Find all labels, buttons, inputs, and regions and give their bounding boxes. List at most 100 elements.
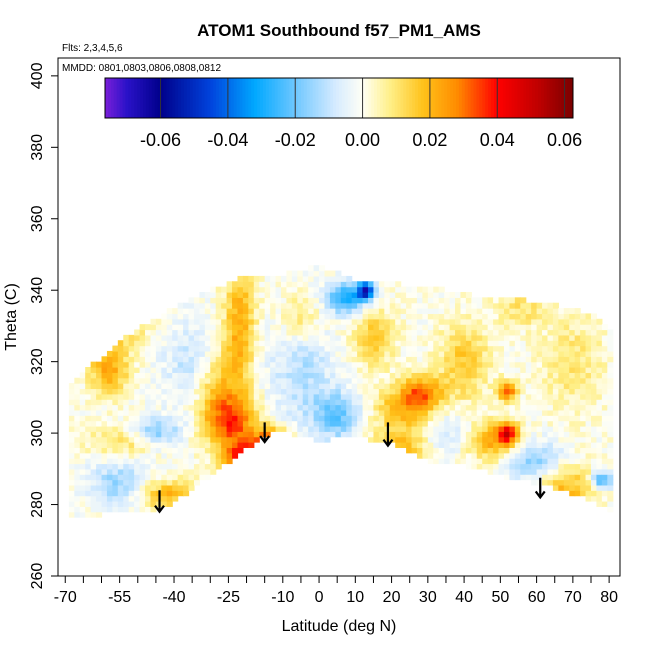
heatmap-cell (368, 291, 375, 298)
heatmap-cell (607, 490, 614, 497)
heatmap-cell (433, 329, 440, 336)
heatmap-cell (123, 484, 130, 491)
heatmap-cell (308, 281, 315, 288)
heatmap-cell (101, 468, 108, 475)
heatmap-cell (199, 474, 206, 481)
heatmap-cell (498, 361, 505, 368)
heatmap-cell (112, 442, 119, 448)
heatmap-cell (373, 313, 380, 320)
heatmap-cell (79, 415, 86, 422)
heatmap-cell (525, 367, 532, 373)
heatmap-cell (172, 324, 179, 331)
heatmap-cell (172, 458, 179, 465)
heatmap-cell (384, 286, 391, 293)
heatmap-cell (145, 361, 152, 368)
heatmap-cell (259, 275, 266, 282)
heatmap-cell (275, 286, 282, 293)
heatmap-cell (259, 377, 266, 384)
y-axis-label: Theta (C) (3, 283, 20, 351)
heatmap-cell (183, 340, 190, 347)
heatmap-cell (313, 399, 320, 406)
heatmap-cell (123, 361, 130, 368)
heatmap-cell (340, 367, 347, 373)
heatmap-cell (590, 468, 598, 475)
heatmap-cell (607, 495, 614, 502)
colorbar-swatch (312, 78, 317, 118)
heatmap-cell (275, 350, 282, 357)
heatmap-cell (542, 399, 549, 406)
heatmap-cell (607, 367, 614, 373)
heatmap-cell (493, 431, 500, 438)
heatmap-cell (422, 324, 429, 331)
heatmap-cell (193, 420, 201, 427)
heatmap-cell (596, 340, 603, 347)
heatmap-cell (525, 324, 532, 331)
heatmap-cell (128, 506, 135, 513)
heatmap-cell (498, 340, 505, 347)
heatmap-cell (270, 372, 277, 379)
heatmap-cell (123, 479, 130, 486)
heatmap-cell (340, 286, 347, 293)
heatmap-cell (503, 409, 511, 416)
heatmap-cell (145, 383, 152, 390)
heatmap-cell (455, 334, 462, 341)
heatmap-cell (232, 308, 239, 315)
heatmap-cell (455, 442, 462, 448)
heatmap-cell (161, 436, 168, 443)
heatmap-cell (204, 463, 211, 470)
heatmap-cell (574, 393, 581, 400)
heatmap-cell (106, 367, 113, 373)
heatmap-cell (79, 506, 86, 513)
heatmap-cell (329, 297, 336, 304)
heatmap-cell (270, 291, 277, 298)
heatmap-cell (509, 431, 516, 438)
heatmap-cell (259, 420, 266, 427)
heatmap-cell (438, 452, 445, 459)
heatmap-cell (536, 324, 543, 331)
heatmap-cell (607, 436, 614, 443)
heatmap-cell (68, 490, 75, 497)
heatmap-cell (259, 345, 266, 352)
heatmap-cell (112, 468, 119, 475)
heatmap-cell (128, 458, 135, 465)
heatmap-cell (123, 500, 130, 507)
heatmap-cell (302, 393, 309, 400)
heatmap-cell (476, 399, 483, 406)
heatmap-cell (204, 409, 211, 416)
heatmap-cell (183, 383, 190, 390)
heatmap-cell (346, 388, 353, 395)
heatmap-cell (275, 388, 282, 395)
heatmap-cell (503, 340, 511, 347)
heatmap-cell (438, 302, 445, 309)
heatmap-cell (123, 436, 130, 443)
heatmap-cell (101, 420, 108, 427)
heatmap-cell (210, 345, 217, 352)
heatmap-cell (514, 383, 521, 390)
heatmap-cell (134, 415, 141, 422)
heatmap-cell (155, 334, 162, 341)
heatmap-cell (395, 409, 402, 416)
heatmap-cell (422, 425, 429, 432)
heatmap-cell (438, 409, 445, 416)
heatmap-cell (286, 286, 293, 293)
heatmap-cell (514, 313, 521, 320)
heatmap-cell (215, 431, 222, 438)
heatmap-cell (145, 506, 152, 513)
heatmap-cell (601, 340, 608, 347)
colorbar-tick-label: 0.04 (480, 130, 515, 150)
heatmap-cell (161, 334, 168, 341)
heatmap-cell (161, 490, 168, 497)
heatmap-cell (253, 329, 260, 336)
heatmap-cell (351, 399, 358, 406)
heatmap-cell (509, 324, 516, 331)
colorbar-swatch (476, 78, 480, 118)
heatmap-cell (319, 313, 326, 320)
heatmap-cell (112, 377, 119, 384)
heatmap-cell (460, 345, 467, 352)
heatmap-cell (471, 329, 478, 336)
heatmap-cell (324, 302, 331, 309)
heatmap-cell (270, 324, 277, 331)
colorbar-swatch (377, 78, 381, 118)
heatmap-cell (313, 308, 320, 315)
heatmap-cell (329, 377, 336, 384)
